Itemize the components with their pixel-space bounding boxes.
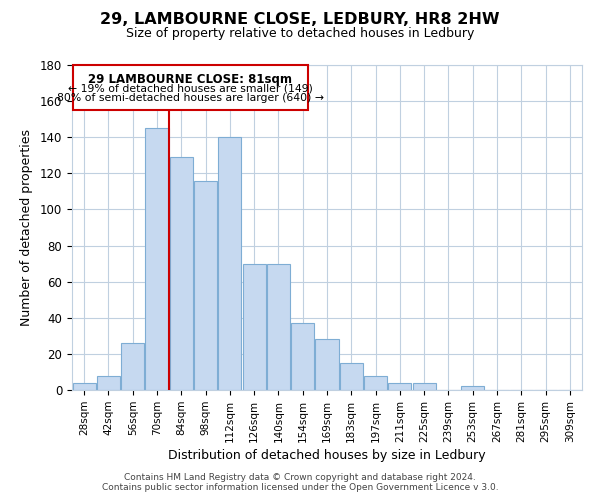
Bar xyxy=(73,383,95,390)
Text: Size of property relative to detached houses in Ledbury: Size of property relative to detached ho… xyxy=(126,28,474,40)
Bar xyxy=(242,264,266,390)
Bar xyxy=(413,383,436,390)
Bar xyxy=(218,137,241,390)
Text: Contains HM Land Registry data © Crown copyright and database right 2024.: Contains HM Land Registry data © Crown c… xyxy=(124,474,476,482)
Bar xyxy=(170,157,193,390)
Bar xyxy=(97,376,120,390)
Text: Contains public sector information licensed under the Open Government Licence v : Contains public sector information licen… xyxy=(101,484,499,492)
Text: ← 19% of detached houses are smaller (149): ← 19% of detached houses are smaller (14… xyxy=(68,83,313,93)
Y-axis label: Number of detached properties: Number of detached properties xyxy=(20,129,33,326)
Bar xyxy=(364,376,387,390)
Bar xyxy=(388,383,412,390)
Bar xyxy=(340,363,363,390)
FancyBboxPatch shape xyxy=(73,65,308,110)
Bar xyxy=(461,386,484,390)
Bar xyxy=(267,264,290,390)
Text: 29 LAMBOURNE CLOSE: 81sqm: 29 LAMBOURNE CLOSE: 81sqm xyxy=(88,73,292,86)
Bar xyxy=(194,180,217,390)
Bar xyxy=(145,128,169,390)
Bar xyxy=(316,340,338,390)
Bar xyxy=(121,343,144,390)
Bar xyxy=(291,323,314,390)
X-axis label: Distribution of detached houses by size in Ledbury: Distribution of detached houses by size … xyxy=(168,449,486,462)
Text: 80% of semi-detached houses are larger (640) →: 80% of semi-detached houses are larger (… xyxy=(57,93,324,103)
Text: 29, LAMBOURNE CLOSE, LEDBURY, HR8 2HW: 29, LAMBOURNE CLOSE, LEDBURY, HR8 2HW xyxy=(100,12,500,28)
